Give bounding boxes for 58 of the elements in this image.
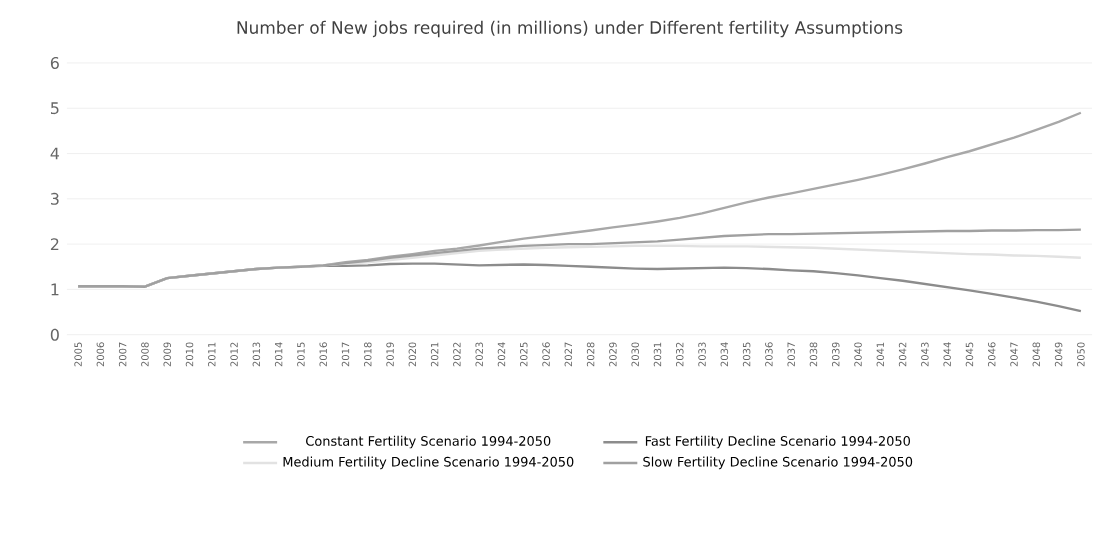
x-tick-label: 2036 xyxy=(765,342,773,367)
x-tick-label: 2039 xyxy=(831,342,840,367)
x-tick-label: 2027 xyxy=(564,342,573,367)
legend-label: Constant Fertility Scenario 1994-2050 xyxy=(306,436,551,449)
x-tick-label: 2022 xyxy=(453,342,461,367)
x-tick-label: 2049 xyxy=(1054,342,1063,367)
x-tick-label: 2041 xyxy=(876,342,885,367)
x-tick-label: 2016 xyxy=(319,342,327,367)
y-tick-label: 1 xyxy=(51,283,59,296)
x-tick-label: 2029 xyxy=(609,342,617,367)
x-tick-label: 2034 xyxy=(720,342,729,367)
x-tick-label: 2038 xyxy=(809,342,818,367)
x-tick-label: 2021 xyxy=(430,342,439,367)
x-tick-label: 2026 xyxy=(542,342,550,367)
x-tick-label: 2009 xyxy=(163,342,172,367)
legend-label: Fast Fertility Decline Scenario 1994-2050 xyxy=(645,436,911,449)
x-tick-label: 2007 xyxy=(118,342,127,367)
x-tick-label: 2010 xyxy=(185,342,194,367)
x-tick-label: 2018 xyxy=(364,342,372,367)
x-tick-label: 2023 xyxy=(475,342,483,367)
x-tick-label: 2024 xyxy=(497,342,506,367)
y-tick-label: 2 xyxy=(50,238,59,251)
x-tick-label: 2006 xyxy=(96,342,105,367)
x-tick-label: 2050 xyxy=(1077,342,1085,367)
x-tick-label: 2044 xyxy=(943,342,951,367)
x-tick-label: 2012 xyxy=(230,342,238,367)
x-tick-label: 2008 xyxy=(141,342,149,367)
y-tick-label: 5 xyxy=(51,102,59,115)
x-tick-label: 2042 xyxy=(898,342,907,367)
x-tick-label: 2040 xyxy=(854,342,862,367)
y-tick-label: 0 xyxy=(50,328,59,341)
legend-label: Medium Fertility Decline Scenario 1994-2050 xyxy=(283,456,574,470)
x-tick-label: 2019 xyxy=(386,342,394,367)
x-tick-label: 2014 xyxy=(274,342,283,367)
x-tick-label: 2011 xyxy=(208,342,216,367)
x-tick-label: 2045 xyxy=(965,342,974,367)
x-tick-label: 2037 xyxy=(787,342,795,367)
x-tick-label: 2017 xyxy=(341,342,350,367)
x-tick-label: 2013 xyxy=(252,342,261,367)
x-tick-label: 2048 xyxy=(1032,342,1041,367)
y-tick-label: 4 xyxy=(50,147,60,160)
chart-title: Number of New jobs required (in millions) under Different fertility Assumptions xyxy=(237,21,903,38)
x-tick-label: 2030 xyxy=(631,342,639,367)
x-tick-label: 2031 xyxy=(653,342,662,367)
y-tick-label: 6 xyxy=(50,57,59,70)
x-tick-label: 2015 xyxy=(297,342,305,367)
x-tick-label: 2028 xyxy=(586,342,595,367)
x-tick-label: 2047 xyxy=(1010,342,1018,367)
x-tick-label: 2005 xyxy=(74,342,82,367)
y-tick-label: 3 xyxy=(51,193,59,206)
x-tick-label: 2043 xyxy=(921,342,929,367)
x-tick-label: 2020 xyxy=(408,342,417,367)
legend-label: Slow Fertility Decline Scenario 1994-2050 xyxy=(643,456,913,470)
x-tick-label: 2035 xyxy=(742,342,751,367)
x-tick-label: 2025 xyxy=(520,342,528,367)
x-tick-label: 2046 xyxy=(987,342,996,367)
x-tick-label: 2033 xyxy=(698,342,706,367)
x-tick-label: 2032 xyxy=(675,342,684,367)
